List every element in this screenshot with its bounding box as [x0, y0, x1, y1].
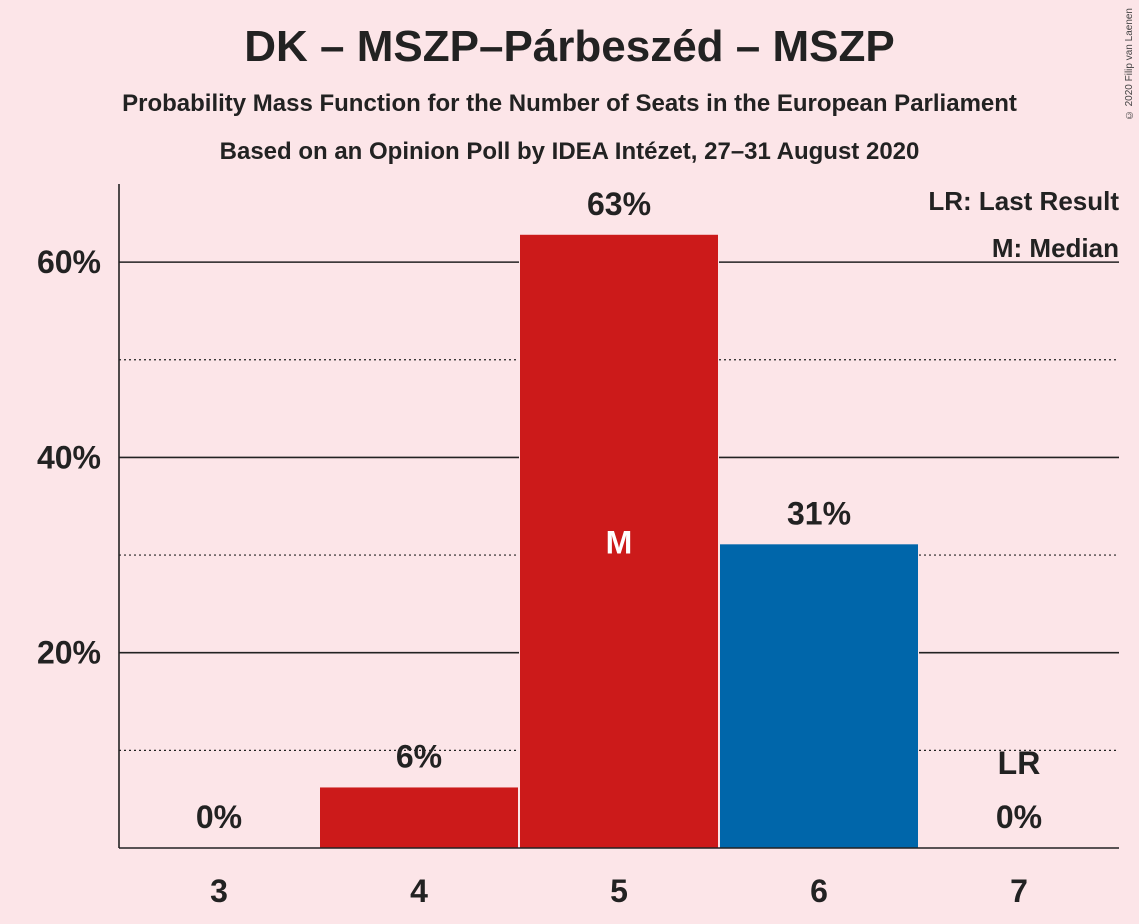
bar-value-label: 31%	[787, 495, 851, 531]
bar-value-label: 0%	[196, 799, 242, 835]
bar-value-label: 63%	[587, 186, 651, 222]
y-tick-label: 60%	[37, 244, 101, 280]
last-result-marker: LR	[998, 745, 1041, 781]
axes	[118, 184, 1119, 849]
chart-subtitle: Probability Mass Function for the Number…	[122, 90, 1017, 117]
x-tick-label: 5	[610, 873, 628, 909]
y-tick-label: 40%	[37, 439, 101, 475]
bars	[319, 233, 919, 848]
legend-median: M: Median	[992, 233, 1119, 263]
median-marker: M	[606, 524, 633, 560]
x-tick-label: 7	[1010, 873, 1028, 909]
bar-value-label: 6%	[396, 738, 442, 774]
bar-5	[520, 234, 718, 848]
chart-subtitle-source: Based on an Opinion Poll by IDEA Intézet…	[219, 138, 920, 165]
legend-last-result: LR: Last Result	[928, 186, 1119, 216]
legend: LR: Last Result M: Median	[928, 186, 1119, 263]
chart-title: DK – MSZP–Párbeszéd – MSZP	[244, 22, 895, 71]
bar-value-label: 0%	[996, 799, 1042, 835]
x-tick-label: 4	[410, 873, 428, 909]
bar-4	[320, 787, 518, 848]
x-tick-label: 6	[810, 873, 828, 909]
x-tick-label: 3	[210, 873, 228, 909]
bar-6	[720, 544, 918, 848]
y-tick-label: 20%	[37, 635, 101, 671]
